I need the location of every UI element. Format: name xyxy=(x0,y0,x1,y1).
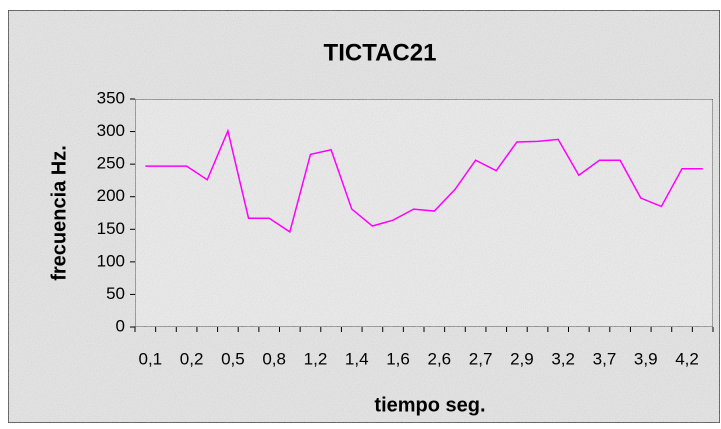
y-tick-label: 0 xyxy=(116,316,125,335)
x-tick-label: 0,8 xyxy=(262,349,286,368)
y-tick-label: 150 xyxy=(97,219,125,238)
x-tick-label: 0,1 xyxy=(139,349,163,368)
y-tick-label: 350 xyxy=(97,88,125,107)
x-tick-label: 3,7 xyxy=(593,349,617,368)
x-tick-label: 1,2 xyxy=(304,349,328,368)
y-tick-label: 300 xyxy=(97,121,125,140)
line-series xyxy=(145,128,703,234)
x-tick-label: 3,9 xyxy=(634,349,658,368)
x-tick-label: 2,6 xyxy=(428,349,452,368)
plot-area xyxy=(134,98,714,328)
x-axis-label: tiempo seg. xyxy=(374,394,485,416)
y-tick-label: 100 xyxy=(97,251,125,270)
y-tick-label: 200 xyxy=(97,186,125,205)
x-tick-label: 4,2 xyxy=(675,349,699,368)
y-tick-label: 250 xyxy=(97,154,125,173)
x-tick-label: 3,2 xyxy=(551,349,575,368)
x-tick-label: 0,5 xyxy=(221,349,245,368)
y-tick-label: 50 xyxy=(106,284,125,303)
x-tick-label: 0,2 xyxy=(180,349,204,368)
chart-title: TICTAC21 xyxy=(324,39,437,66)
x-tick-label: 1,6 xyxy=(386,349,410,368)
y-axis-label: frecuencia Hz. xyxy=(48,145,70,281)
x-tick-label: 2,9 xyxy=(510,349,534,368)
x-tick-label: 2,7 xyxy=(469,349,493,368)
x-tick-label: 1,4 xyxy=(345,349,369,368)
